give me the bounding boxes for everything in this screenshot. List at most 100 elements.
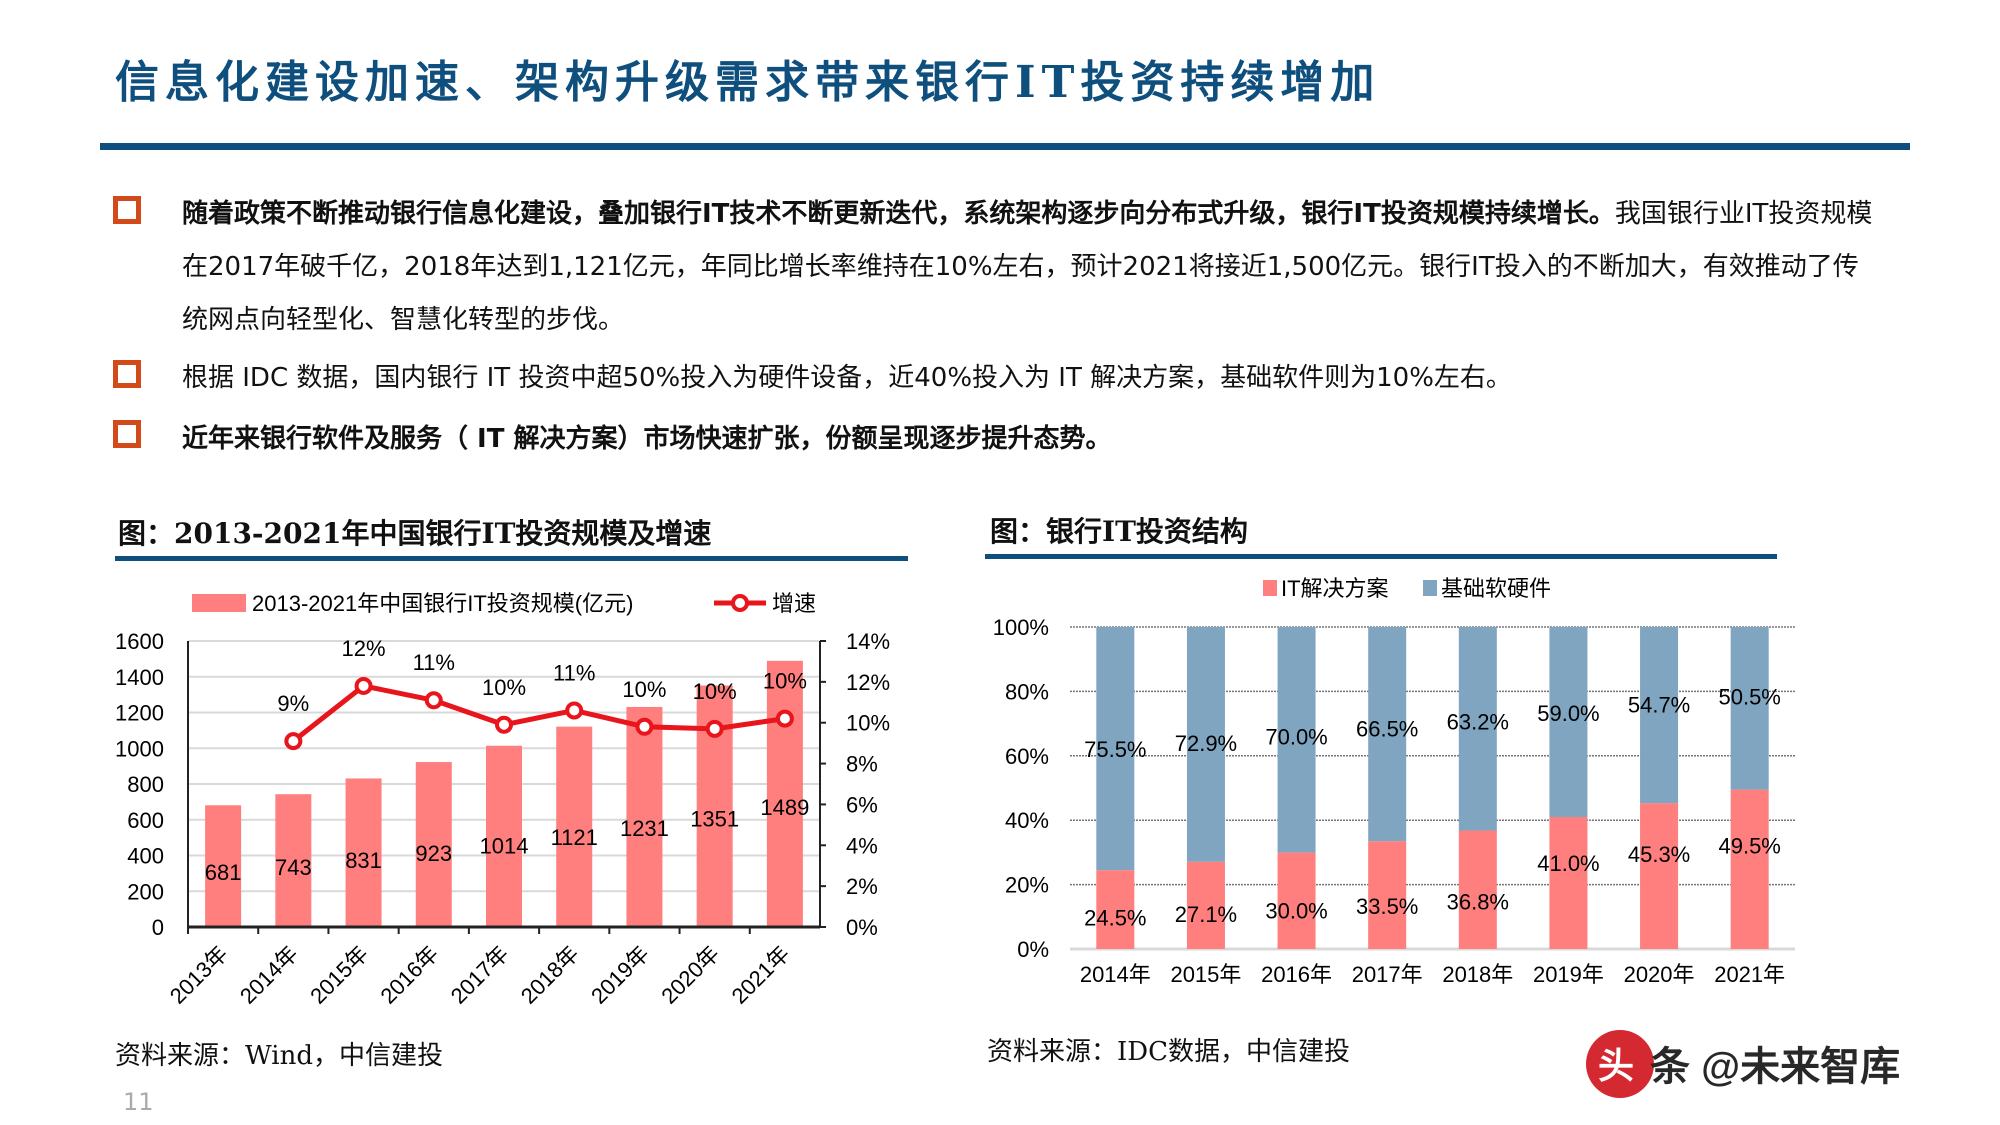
x-tick-label: 2020年 [1624, 962, 1695, 987]
bar-hardware [1730, 627, 1769, 790]
y2-tick-label: 12% [846, 670, 890, 695]
bar-data-label: 831 [345, 848, 382, 873]
bar-data-label: 743 [275, 855, 312, 880]
growth-marker [705, 719, 724, 738]
bar-data-label: 50.5% [1718, 684, 1780, 709]
legend-label-solutions: IT解决方案 [1281, 576, 1389, 601]
y2-tick-label: 10% [846, 711, 890, 736]
bar-data-label: 33.5% [1356, 894, 1418, 919]
bar-data-label: 45.3% [1628, 842, 1690, 867]
legend-swatch-hardware [1423, 580, 1437, 596]
bar-hardware [1549, 627, 1588, 817]
x-tick-label: 2017年 [1352, 962, 1423, 987]
bar-data-label: 36.8% [1447, 890, 1509, 915]
bar-hardware [1368, 627, 1407, 842]
y2-tick-label: 6% [846, 792, 878, 817]
y-tick-label: 40% [1005, 808, 1049, 833]
x-tick-label: 2021年 [1714, 962, 1785, 987]
x-tick-label: 2015年 [1170, 962, 1241, 987]
x-tick-label: 2015年 [305, 941, 373, 1009]
bullet-bold: 近年来银行软件及服务（ IT 解决方案）市场快速扩张，份额呈现逐步提升态势。 [182, 424, 1112, 454]
bar-data-label: 1351 [690, 806, 739, 831]
legend-swatch-solutions [1263, 580, 1277, 596]
bullet-text-3: 近年来银行软件及服务（ IT 解决方案）市场快速扩张，份额呈现逐步提升态势。 [182, 413, 1882, 466]
bar-hardware [1096, 627, 1135, 871]
x-tick-label: 2016年 [1261, 962, 1332, 987]
growth-data-label: 11% [413, 650, 455, 675]
legend-label-hardware: 基础软硬件 [1441, 576, 1551, 601]
bar-data-label: 63.2% [1447, 710, 1509, 735]
y2-tick-label: 8% [846, 752, 878, 777]
bar-data-label: 70.0% [1265, 724, 1327, 749]
bar-hardware [1640, 627, 1679, 804]
x-tick-label: 2019年 [1533, 962, 1604, 987]
bullet-text-2: 根据 IDC 数据，国内银行 IT 投资中超50%投入为硬件设备，近40%投入为… [182, 352, 1882, 405]
bar-solutions [1368, 841, 1407, 949]
chart1-title-rule [115, 556, 908, 561]
legend-swatch-bar [192, 594, 246, 612]
y-tick-label: 100% [993, 615, 1049, 640]
y-tick-label: 0 [152, 915, 164, 940]
svg-text:头: 头 [1598, 1045, 1634, 1086]
y2-tick-label: 14% [846, 629, 890, 654]
svg-text:条 @未来智库: 条 @未来智库 [1650, 1045, 1900, 1089]
bar [415, 762, 452, 927]
x-tick-label: 2013年 [165, 941, 233, 1009]
chart2-source: 资料来源：IDC数据，中信建投 [987, 1037, 1351, 1067]
title-divider [100, 143, 1910, 150]
x-tick-label: 2014年 [1080, 962, 1151, 987]
bar-solutions [1730, 789, 1769, 949]
x-tick-label: 2020年 [656, 941, 724, 1009]
bar-data-label: 75.5% [1084, 737, 1146, 762]
bullet-bold: 随着政策不断推动银行信息化建设，叠加银行IT技术不断更新迭代，系统架构逐步向分布… [182, 199, 1615, 229]
legend-label-bar: 2013-2021年中国银行IT投资规模(亿元) [252, 591, 633, 616]
y-tick-label: 60% [1005, 744, 1049, 769]
bar-solutions [1186, 861, 1225, 949]
y-tick-label: 600 [127, 808, 164, 833]
bar-solutions [1277, 852, 1316, 949]
bar [345, 778, 382, 927]
x-tick-label: 2014年 [235, 941, 303, 1009]
y-tick-label: 80% [1005, 679, 1049, 704]
bar-data-label: 923 [415, 841, 452, 866]
bullet-normal: 根据 IDC 数据，国内银行 IT 投资中超50%投入为硬件设备，近40%投入为… [182, 363, 1512, 393]
growth-marker [775, 709, 794, 728]
bar [486, 745, 522, 927]
bar-data-label: 72.9% [1175, 731, 1237, 756]
page-number: 11 [123, 1088, 154, 1116]
growth-data-label: 10% [693, 679, 737, 704]
y-tick-label: 0% [1017, 937, 1049, 962]
growth-marker [284, 732, 303, 751]
bullet-icon [113, 420, 141, 448]
growth-marker [565, 701, 584, 720]
bullet-icon [113, 196, 141, 224]
x-tick-label: 2021年 [727, 941, 795, 1009]
page-title: 信息化建设加速、架构升级需求带来银行IT投资持续增加 [115, 57, 1381, 108]
y-tick-label: 1600 [115, 629, 164, 654]
y-tick-label: 1000 [115, 736, 164, 761]
x-tick-label: 2019年 [586, 941, 654, 1009]
chart2-title: 图：银行IT投资结构 [990, 515, 1248, 548]
growth-line [291, 683, 786, 744]
growth-data-label: 10% [763, 669, 807, 694]
y-tick-label: 1400 [115, 665, 164, 690]
bar-data-label: 1231 [620, 816, 669, 841]
bar-solutions [1096, 870, 1135, 949]
growth-marker [495, 715, 513, 734]
x-tick-label: 2016年 [375, 941, 443, 1009]
y-tick-label: 1200 [115, 701, 164, 726]
bar-hardware [1458, 627, 1497, 831]
growth-marker [635, 717, 654, 736]
bar-data-label: 54.7% [1628, 692, 1690, 717]
bullet-text-1: 随着政策不断推动银行信息化建设，叠加银行IT技术不断更新迭代，系统架构逐步向分布… [182, 188, 1882, 347]
x-tick-label: 2017年 [446, 941, 514, 1009]
bullet-normal: 我国银行业IT投资规模在2017年破千亿，2018年达到1,121亿元，年同比增… [182, 199, 1873, 335]
y-tick-label: 800 [127, 772, 164, 797]
legend-marker-growth [731, 594, 749, 612]
y-tick-label: 400 [127, 844, 164, 869]
bar-data-label: 1014 [480, 833, 529, 858]
bar-data-label: 681 [205, 860, 242, 885]
watermark-logo: 头 条 @未来智库 [1586, 1030, 1900, 1098]
bar-data-label: 41.0% [1537, 851, 1599, 876]
